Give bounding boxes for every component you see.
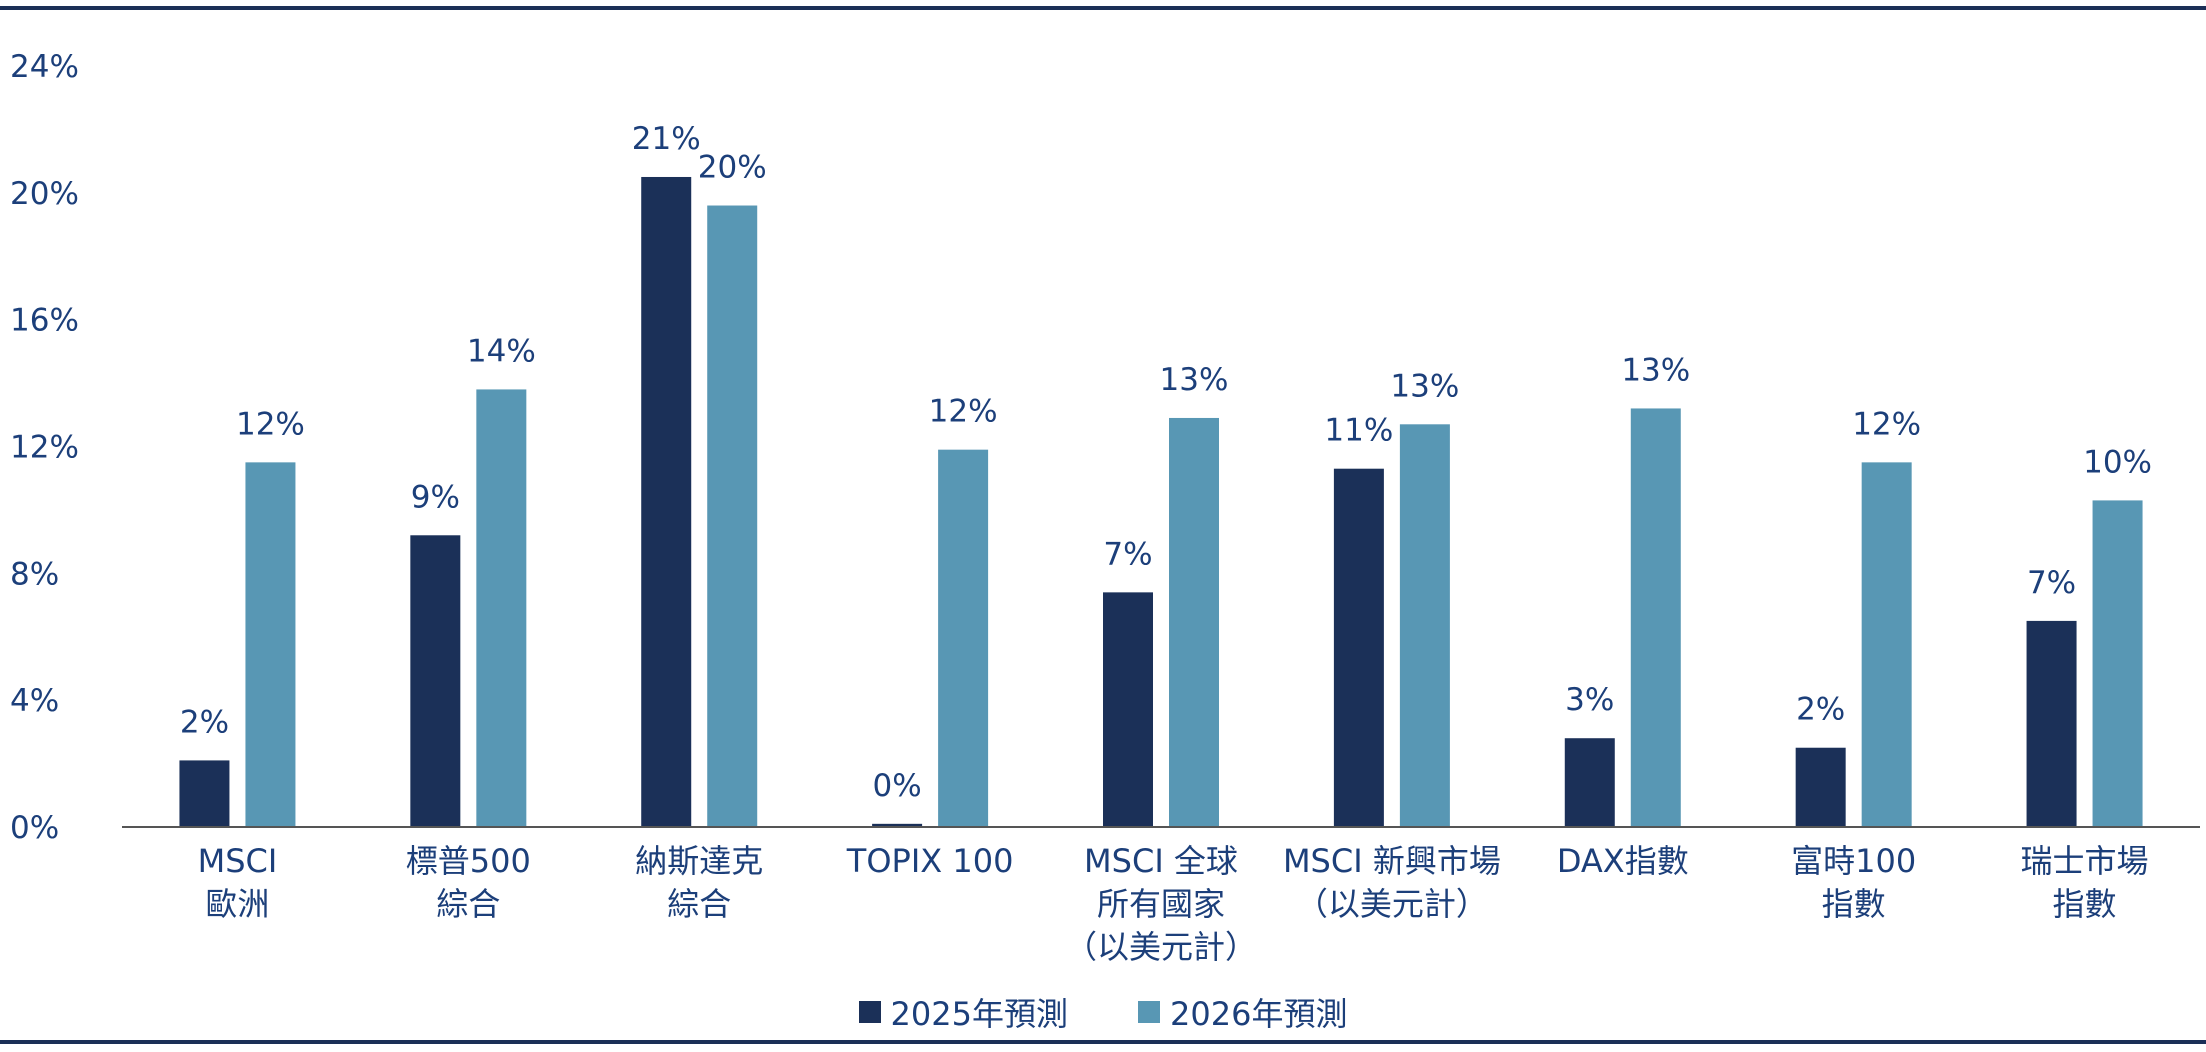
data-label: 13% <box>1160 362 1229 398</box>
y-axis: 0% 4% 8% 12% 16% 20% 24% <box>10 49 79 846</box>
legend-label-2025: 2025年預測 <box>890 995 1068 1033</box>
category-label: （以美元計） <box>1065 928 1257 966</box>
data-label: 12% <box>236 406 305 442</box>
data-label: 2% <box>180 704 229 740</box>
data-label: 21% <box>632 121 701 157</box>
bar-2026 <box>1630 408 1681 827</box>
bar-2026 <box>476 389 527 827</box>
y-tick-label: 4% <box>10 683 59 719</box>
data-label: 12% <box>929 394 998 430</box>
top-rule <box>0 6 2206 10</box>
data-label: 14% <box>467 333 536 369</box>
category-label: MSCI 新興市場 <box>1283 842 1501 880</box>
data-label: 13% <box>1390 368 1459 404</box>
bar-2025 <box>872 823 923 827</box>
y-tick-label: 12% <box>10 430 79 466</box>
category-label: 所有國家 <box>1097 885 1225 923</box>
category-label: TOPIX 100 <box>846 842 1014 880</box>
y-tick-label: 24% <box>10 49 79 85</box>
bar-2026 <box>938 449 989 827</box>
data-label: 2% <box>1796 692 1845 728</box>
category-label: DAX指數 <box>1557 842 1689 880</box>
bar-2025 <box>641 176 692 827</box>
bar-2026 <box>1169 417 1219 827</box>
data-label: 7% <box>2027 565 2076 601</box>
bar-2025 <box>1564 738 1615 827</box>
category-label: 瑞士市場 <box>2021 842 2149 880</box>
category-label: （以美元計） <box>1296 885 1488 923</box>
bar-2026 <box>1399 424 1450 827</box>
category-label: 綜合 <box>667 885 731 923</box>
y-tick-label: 16% <box>10 303 79 339</box>
bar-2025 <box>1103 592 1153 827</box>
y-tick-label: 20% <box>10 176 79 212</box>
category-label: MSCI 全球 <box>1084 842 1238 880</box>
data-label: 3% <box>1565 682 1614 718</box>
category-label: 納斯達克 <box>635 842 763 880</box>
category-label: 歐洲 <box>205 885 269 923</box>
bar-2025 <box>410 535 461 827</box>
bars: 2% 12% 9% 14% 21%20% 0% 12% 7% 13% 11% 13% 3% 13% 2% 1… <box>179 121 2152 827</box>
category-label: MSCI <box>198 842 278 880</box>
category-label: 富時100 <box>1791 842 1916 880</box>
category-label: 指數 <box>1822 885 1886 923</box>
legend-item-2026: 2026年預測 <box>1138 989 1347 1035</box>
category-label: 標普500 <box>406 842 531 880</box>
bar-2025 <box>1795 747 1846 827</box>
bar-2025 <box>1333 468 1384 827</box>
y-tick-label: 0% <box>10 810 59 846</box>
bar-chart: 0%4%8%12%16%20%24% 2%12%9%14%21%20%0%12%… <box>10 49 2200 966</box>
legend-label-2026: 2026年預測 <box>1170 995 1348 1033</box>
bar-2026 <box>707 205 758 827</box>
bar-2026 <box>1861 462 1912 827</box>
data-label: 9% <box>411 479 460 515</box>
data-label: 13% <box>1621 352 1690 388</box>
bar-2026 <box>2092 500 2143 827</box>
data-label: 10% <box>2083 444 2152 480</box>
bar-2026 <box>245 462 296 827</box>
legend-swatch-2025 <box>858 1001 881 1023</box>
legend-item-2025: 2025年預測 <box>858 989 1068 1035</box>
data-label: 20% <box>698 150 767 186</box>
bar-2025 <box>2026 620 2077 827</box>
category-label: 綜合 <box>436 885 500 923</box>
data-label: 7% <box>1103 536 1152 572</box>
category-label: 指數 <box>2053 885 2117 923</box>
data-label: 0% <box>873 768 922 804</box>
legend-swatch-2026 <box>1138 1001 1160 1023</box>
bottom-rule <box>0 1040 2206 1044</box>
data-label: 11% <box>1324 413 1393 449</box>
bar-2025 <box>179 760 230 827</box>
legend: 2025年預測 2026年預測 <box>0 989 2206 1035</box>
y-tick-label: 8% <box>10 556 59 592</box>
data-label: 12% <box>1852 406 1921 442</box>
